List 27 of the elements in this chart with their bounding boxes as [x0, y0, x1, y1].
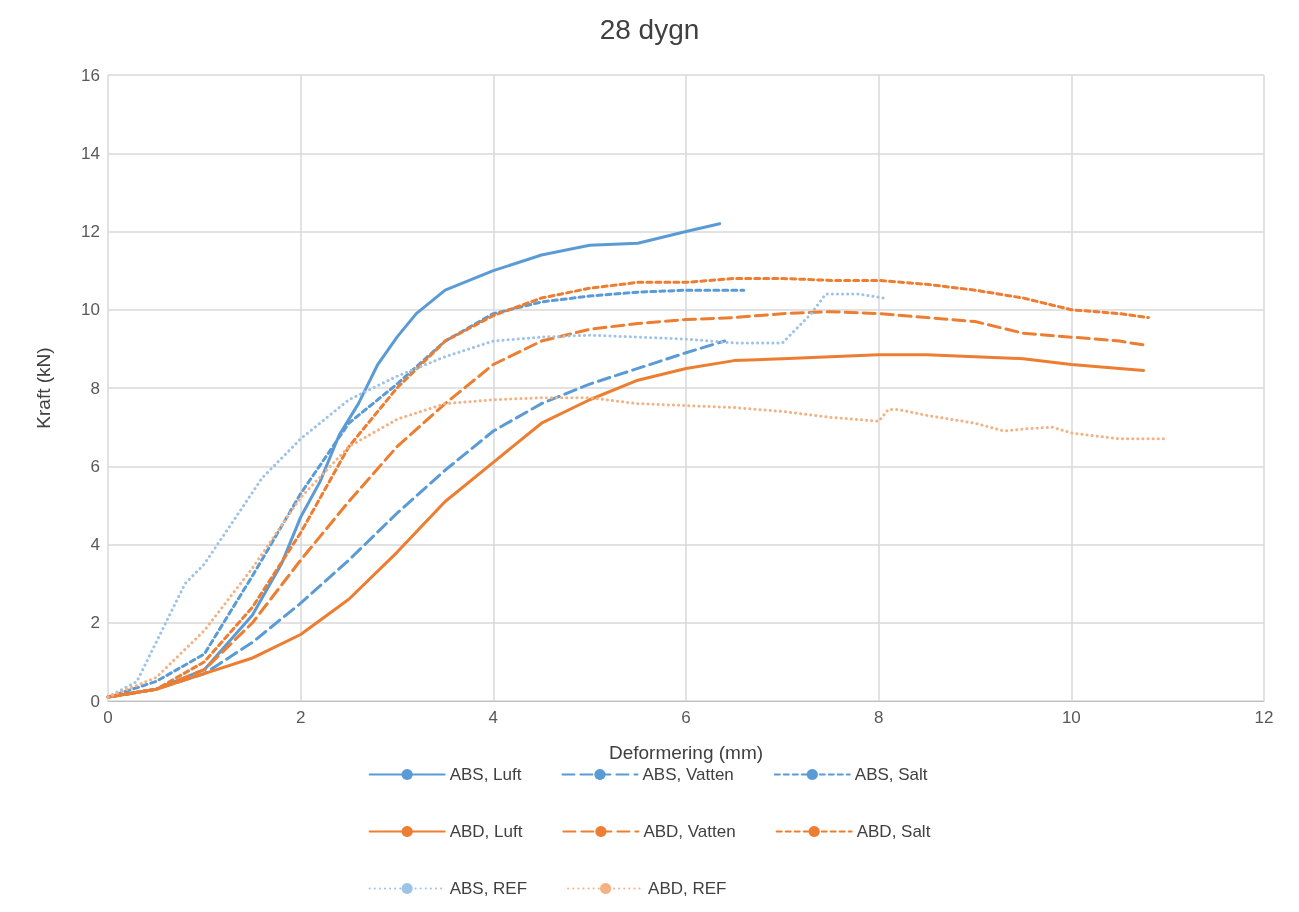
x-tick-label: 6 [681, 708, 691, 727]
legend-label: ABS, REF [449, 879, 528, 898]
x-tick-label: 2 [295, 708, 306, 727]
legend-label: ABS, Luft [449, 765, 522, 784]
y-tick-label: 4 [90, 535, 100, 554]
legend-label: ABS, Salt [854, 765, 928, 784]
x-tick-label: 8 [873, 708, 884, 727]
x-tick-label: 12 [1254, 708, 1274, 727]
y-tick-label: 0 [90, 691, 100, 711]
legend-label: ABD, Luft [449, 822, 523, 841]
x-axis-title: Deformering (mm) [608, 742, 764, 763]
y-axis-title: Kraft (kN) [33, 347, 54, 429]
legend-label: ABD, Salt [856, 822, 931, 841]
legend-label: ABD, Vatten [643, 822, 736, 841]
x-tick-label: 0 [103, 708, 113, 727]
x-tick-label: 10 [1061, 708, 1081, 727]
y-tick-label: 12 [81, 222, 100, 241]
y-tick-label: 6 [90, 456, 100, 476]
y-tick-label: 2 [90, 613, 100, 633]
y-tick-label: 8 [90, 378, 100, 398]
y-tick-label: 10 [81, 300, 100, 320]
x-tick-label: 4 [488, 708, 499, 727]
y-tick-label: 16 [81, 65, 100, 85]
y-tick-label: 14 [81, 143, 100, 163]
legend-label: ABS, Vatten [642, 765, 734, 784]
legend-label: ABD, REF [648, 879, 727, 898]
chart-title: 28 dygn [599, 13, 700, 45]
